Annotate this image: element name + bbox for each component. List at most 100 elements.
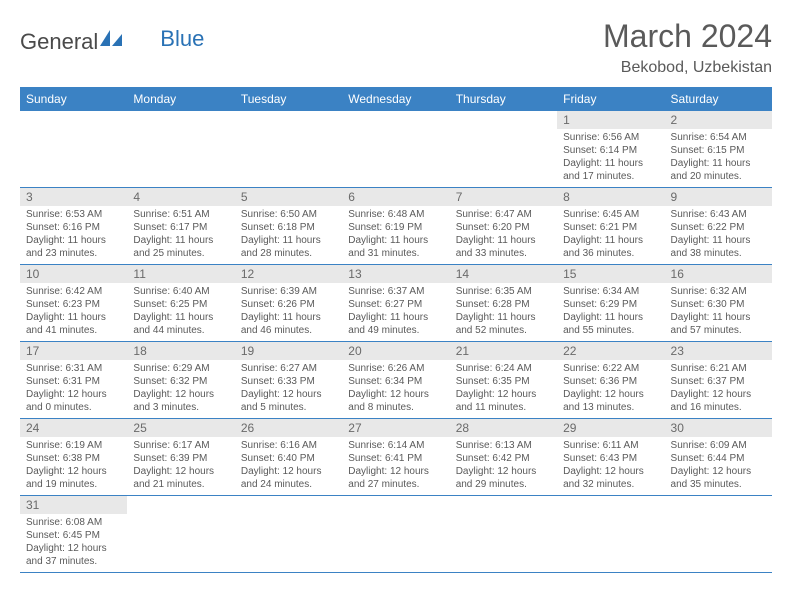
- day-number: 28: [450, 419, 557, 437]
- day1-line: Daylight: 12 hours: [671, 465, 766, 478]
- day-details: Sunrise: 6:35 AMSunset: 6:28 PMDaylight:…: [450, 283, 557, 341]
- day2-line: and 32 minutes.: [563, 478, 658, 491]
- day-header-cell: Thursday: [450, 87, 557, 111]
- sunset-line: Sunset: 6:29 PM: [563, 298, 658, 311]
- day1-line: Daylight: 12 hours: [26, 465, 121, 478]
- week-row: 10 Sunrise: 6:42 AMSunset: 6:23 PM Dayligh…: [20, 265, 772, 342]
- day1-line: Daylight: 12 hours: [348, 388, 443, 401]
- day2-line: and 25 minutes.: [133, 247, 228, 260]
- day2-line: and 24 minutes.: [241, 478, 336, 491]
- day2-line: and 23 minutes.: [26, 247, 121, 260]
- day-number: 25: [127, 419, 234, 437]
- day2-line: and 13 minutes.: [563, 401, 658, 414]
- day2-line: and 5 minutes.: [241, 401, 336, 414]
- day-cell: 31Sunrise: 6:08 AMSunset: 6:45 PMDayligh…: [20, 496, 127, 573]
- sunset-line: Sunset: 6:35 PM: [456, 375, 551, 388]
- day-cell: 9Sunrise: 6:43 AMSunset: 6:22 PMDaylight…: [665, 188, 772, 265]
- day1-line: Daylight: 11 hours: [241, 311, 336, 324]
- day-details: Sunrise: 6:13 AMSunset: 6:42 PMDaylight:…: [450, 437, 557, 495]
- day1-line: Daylight: 12 hours: [26, 388, 121, 401]
- day-number: 27: [342, 419, 449, 437]
- sunset-line: Sunset: 6:27 PM: [348, 298, 443, 311]
- day-cell: 0: [342, 496, 449, 573]
- sunset-line: Sunset: 6:23 PM: [26, 298, 121, 311]
- day-details: Sunrise: 6:21 AMSunset: 6:37 PMDaylight:…: [665, 360, 772, 418]
- day-details: Sunrise: 6:39 AMSunset: 6:26 PMDaylight:…: [235, 283, 342, 341]
- day2-line: and 29 minutes.: [456, 478, 551, 491]
- day1-line: Daylight: 12 hours: [563, 388, 658, 401]
- day-cell: 25Sunrise: 6:17 AMSunset: 6:39 PMDayligh…: [127, 419, 234, 496]
- sunrise-line: Sunrise: 6:40 AM: [133, 285, 228, 298]
- sunrise-line: Sunrise: 6:50 AM: [241, 208, 336, 221]
- day-details: Sunrise: 6:17 AMSunset: 6:39 PMDaylight:…: [127, 437, 234, 495]
- day-cell: 0: [342, 111, 449, 188]
- day-number: 10: [20, 265, 127, 283]
- week-row: 31Sunrise: 6:08 AMSunset: 6:45 PMDayligh…: [20, 496, 772, 573]
- day-cell: 4Sunrise: 6:51 AMSunset: 6:17 PMDaylight…: [127, 188, 234, 265]
- day-number: 24: [20, 419, 127, 437]
- day-number: 2: [665, 111, 772, 129]
- day-cell: 3Sunrise: 6:53 AMSunset: 6:16 PMDaylight…: [20, 188, 127, 265]
- day-details: Sunrise: 6:32 AMSunset: 6:30 PMDaylight:…: [665, 283, 772, 341]
- sunrise-line: Sunrise: 6:53 AM: [26, 208, 121, 221]
- day2-line: and 35 minutes.: [671, 478, 766, 491]
- sunrise-line: Sunrise: 6:26 AM: [348, 362, 443, 375]
- sunrise-line: Sunrise: 6:09 AM: [671, 439, 766, 452]
- day-number: 17: [20, 342, 127, 360]
- day2-line: and 46 minutes.: [241, 324, 336, 337]
- sunrise-line: Sunrise: 6:29 AM: [133, 362, 228, 375]
- day-number: 20: [342, 342, 449, 360]
- day1-line: Daylight: 12 hours: [241, 465, 336, 478]
- day-number: 6: [342, 188, 449, 206]
- sunset-line: Sunset: 6:43 PM: [563, 452, 658, 465]
- day-cell: 10Sunrise: 6:42 AMSunset: 6:23 PMDayligh…: [20, 265, 127, 342]
- day-cell: 0: [127, 496, 234, 573]
- day2-line: and 20 minutes.: [671, 170, 766, 183]
- day-header-cell: Friday: [557, 87, 664, 111]
- sunrise-line: Sunrise: 6:08 AM: [26, 516, 121, 529]
- day-cell: 13Sunrise: 6:37 AMSunset: 6:27 PMDayligh…: [342, 265, 449, 342]
- day-number: 18: [127, 342, 234, 360]
- day-cell: 27Sunrise: 6:14 AMSunset: 6:41 PMDayligh…: [342, 419, 449, 496]
- day2-line: and 3 minutes.: [133, 401, 228, 414]
- day-cell: 26Sunrise: 6:16 AMSunset: 6:40 PMDayligh…: [235, 419, 342, 496]
- day2-line: and 38 minutes.: [671, 247, 766, 260]
- day-number: 4: [127, 188, 234, 206]
- day1-line: Daylight: 12 hours: [26, 542, 121, 555]
- day1-line: Daylight: 11 hours: [671, 311, 766, 324]
- day2-line: and 28 minutes.: [241, 247, 336, 260]
- day1-line: Daylight: 11 hours: [563, 311, 658, 324]
- day1-line: Daylight: 11 hours: [456, 234, 551, 247]
- week-row: 3Sunrise: 6:53 AMSunset: 6:16 PMDaylight…: [20, 188, 772, 265]
- day-cell: 0: [450, 111, 557, 188]
- sunrise-line: Sunrise: 6:27 AM: [241, 362, 336, 375]
- day-header-cell: Monday: [127, 87, 234, 111]
- sunset-line: Sunset: 6:41 PM: [348, 452, 443, 465]
- sunrise-line: Sunrise: 6:35 AM: [456, 285, 551, 298]
- day-cell: 1Sunrise: 6:56 AMSunset: 6:14 PMDaylight…: [557, 111, 664, 188]
- sunrise-line: Sunrise: 6:56 AM: [563, 131, 658, 144]
- day-details: Sunrise: 6:29 AMSunset: 6:32 PMDaylight:…: [127, 360, 234, 418]
- day1-line: Daylight: 12 hours: [133, 388, 228, 401]
- day1-line: Daylight: 11 hours: [456, 311, 551, 324]
- sunrise-line: Sunrise: 6:34 AM: [563, 285, 658, 298]
- day-cell: 11Sunrise: 6:40 AMSunset: 6:25 PMDayligh…: [127, 265, 234, 342]
- day-details: Sunrise: 6:51 AMSunset: 6:17 PMDaylight:…: [127, 206, 234, 264]
- sunrise-line: Sunrise: 6:51 AM: [133, 208, 228, 221]
- sunset-line: Sunset: 6:18 PM: [241, 221, 336, 234]
- day1-line: Daylight: 11 hours: [671, 157, 766, 170]
- day2-line: and 44 minutes.: [133, 324, 228, 337]
- sunrise-line: Sunrise: 6:37 AM: [348, 285, 443, 298]
- day-cell: 19Sunrise: 6:27 AMSunset: 6:33 PMDayligh…: [235, 342, 342, 419]
- sunrise-line: Sunrise: 6:19 AM: [26, 439, 121, 452]
- sunset-line: Sunset: 6:33 PM: [241, 375, 336, 388]
- day-details: Sunrise: 6:54 AMSunset: 6:15 PMDaylight:…: [665, 129, 772, 187]
- sunrise-line: Sunrise: 6:42 AM: [26, 285, 121, 298]
- day1-line: Daylight: 11 hours: [348, 311, 443, 324]
- sunrise-line: Sunrise: 6:14 AM: [348, 439, 443, 452]
- day-number: 26: [235, 419, 342, 437]
- sunset-line: Sunset: 6:39 PM: [133, 452, 228, 465]
- day-header-cell: Tuesday: [235, 87, 342, 111]
- day-number: 19: [235, 342, 342, 360]
- sunset-line: Sunset: 6:30 PM: [671, 298, 766, 311]
